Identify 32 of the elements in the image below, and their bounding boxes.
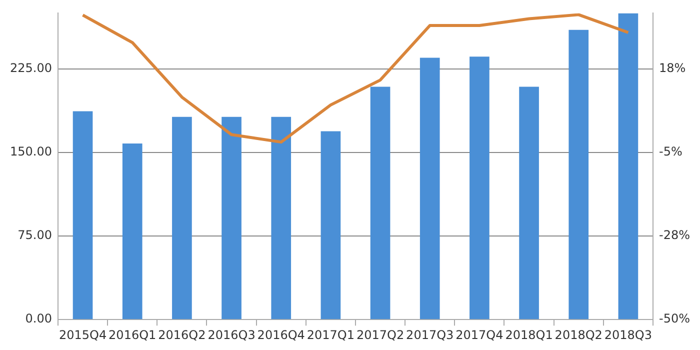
y2-tick-label: -28% [659,228,690,242]
x-tick-label: 2016Q3 [208,328,256,342]
x-tick-label: 2018Q2 [554,328,602,342]
bar [568,30,589,320]
x-tick-label: 2017Q1 [306,328,355,342]
y2-tick-label: -50% [659,312,690,326]
bar [420,58,440,320]
bar [172,116,192,320]
x-tick-label: 2016Q4 [257,328,305,342]
y2-tick-label: 18% [659,61,686,76]
bar [470,56,490,320]
y-tick-label: 0.00 [25,312,52,326]
y-tick-label: 225.00 [10,61,52,76]
x-tick-label: 2015Q4 [58,328,107,342]
x-tick-label: 2017Q4 [456,328,504,342]
bar [72,111,93,320]
bar [370,86,390,320]
y-tick-label: 75.00 [18,228,52,242]
bar [320,131,341,320]
x-tick-label: 2016Q2 [158,328,206,342]
x-tick-label: 2016Q1 [108,328,156,342]
x-tick-label: 2018Q1 [505,328,553,342]
bar [271,116,292,320]
x-tick-label: 2018Q3 [604,328,652,342]
bar [222,116,242,320]
bar [618,13,638,320]
x-tick-label: 2017Q2 [356,328,404,342]
x-tick-label: 2017Q3 [406,328,454,342]
y2-tick-label: -5% [659,144,682,159]
bar [519,86,539,320]
bar [122,144,142,320]
y-tick-label: 150.00 [10,144,52,159]
